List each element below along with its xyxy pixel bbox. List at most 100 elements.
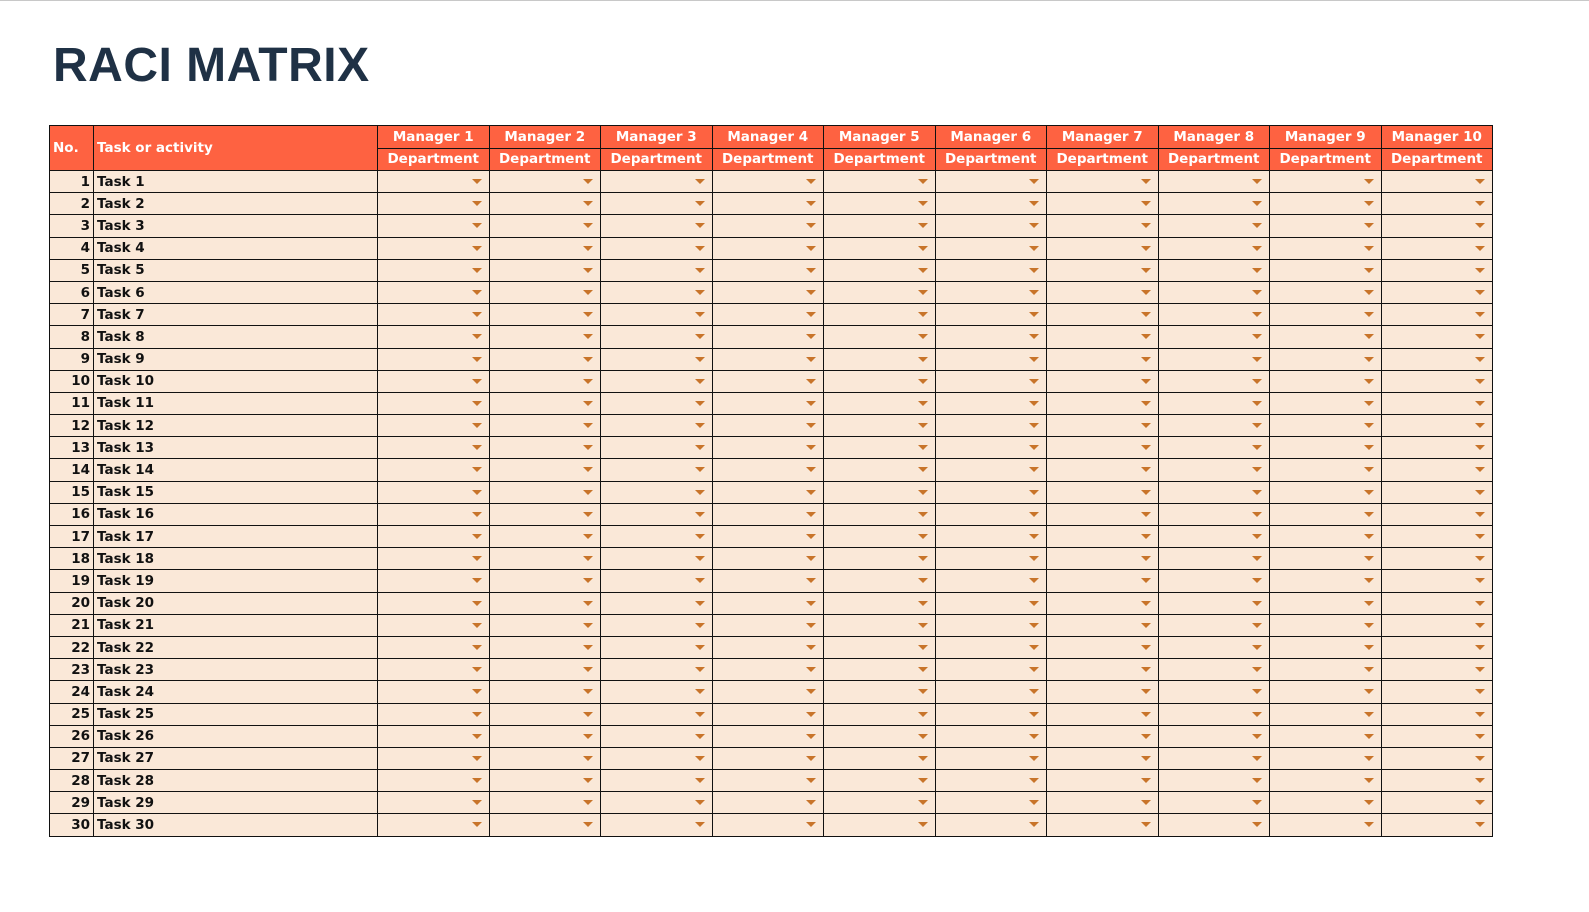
dropdown-arrow-icon[interactable] [694,356,705,362]
raci-dropdown-cell[interactable] [600,502,713,527]
raci-dropdown-cell[interactable] [823,769,936,793]
raci-dropdown-cell[interactable] [1380,280,1493,305]
raci-dropdown-cell[interactable] [1157,280,1270,305]
raci-dropdown-cell[interactable] [823,169,936,194]
raci-dropdown-cell[interactable] [711,746,824,771]
raci-dropdown-cell[interactable] [1269,813,1382,837]
raci-dropdown-cell[interactable] [1269,635,1382,660]
dropdown-arrow-icon[interactable] [806,511,816,517]
dropdown-arrow-icon[interactable] [694,822,705,828]
raci-dropdown-cell[interactable] [1157,303,1270,327]
raci-dropdown-cell[interactable] [823,192,936,216]
raci-dropdown-cell[interactable] [1380,458,1493,482]
dropdown-arrow-icon[interactable] [1475,755,1485,761]
dropdown-arrow-icon[interactable] [917,489,928,495]
dropdown-arrow-icon[interactable] [1140,800,1151,806]
dropdown-arrow-icon[interactable] [917,622,928,628]
dropdown-arrow-icon[interactable] [694,667,705,673]
raci-dropdown-cell[interactable] [823,613,936,637]
dropdown-arrow-icon[interactable] [1140,534,1151,539]
raci-dropdown-cell[interactable] [1157,702,1270,726]
raci-dropdown-cell[interactable] [823,480,936,504]
raci-dropdown-cell[interactable] [1380,702,1493,726]
dropdown-arrow-icon[interactable] [806,711,816,717]
dropdown-arrow-icon[interactable] [917,356,928,362]
raci-dropdown-cell[interactable] [600,569,713,593]
dropdown-arrow-icon[interactable] [1140,201,1151,207]
raci-dropdown-cell[interactable] [711,702,824,726]
dropdown-arrow-icon[interactable] [471,556,482,562]
task-name[interactable]: Task 22 [93,635,378,660]
task-name[interactable]: Task 17 [93,524,378,549]
dropdown-arrow-icon[interactable] [1140,489,1151,495]
dropdown-arrow-icon[interactable] [583,378,593,384]
dropdown-arrow-icon[interactable] [1140,400,1151,406]
task-name[interactable]: Task 15 [93,480,378,504]
raci-dropdown-cell[interactable] [1269,547,1382,571]
dropdown-arrow-icon[interactable] [694,467,705,473]
dropdown-arrow-icon[interactable] [917,334,928,340]
raci-dropdown-cell[interactable] [1269,169,1382,194]
raci-dropdown-cell[interactable] [1157,480,1270,504]
dropdown-arrow-icon[interactable] [694,534,705,539]
dropdown-arrow-icon[interactable] [583,267,593,273]
raci-dropdown-cell[interactable] [1046,436,1159,460]
raci-dropdown-cell[interactable] [823,746,936,771]
raci-dropdown-cell[interactable] [711,347,824,371]
dropdown-arrow-icon[interactable] [694,179,705,184]
raci-dropdown-cell[interactable] [1157,414,1270,438]
dropdown-arrow-icon[interactable] [694,600,705,606]
dropdown-arrow-icon[interactable] [583,667,593,673]
dropdown-arrow-icon[interactable] [471,423,482,429]
raci-dropdown-cell[interactable] [1046,569,1159,593]
dropdown-arrow-icon[interactable] [1029,755,1039,761]
dropdown-arrow-icon[interactable] [1363,667,1374,673]
raci-dropdown-cell[interactable] [711,303,824,327]
dropdown-arrow-icon[interactable] [471,334,482,340]
raci-dropdown-cell[interactable] [1157,591,1270,615]
raci-dropdown-cell[interactable] [934,236,1047,260]
raci-dropdown-cell[interactable] [600,658,713,682]
dropdown-arrow-icon[interactable] [1363,423,1374,429]
dropdown-arrow-icon[interactable] [806,489,816,495]
dropdown-arrow-icon[interactable] [583,778,593,784]
raci-dropdown-cell[interactable] [1380,369,1493,393]
raci-dropdown-cell[interactable] [1380,192,1493,216]
raci-dropdown-cell[interactable] [1046,480,1159,504]
raci-dropdown-cell[interactable] [600,613,713,637]
task-name[interactable]: Task 16 [93,502,378,527]
raci-dropdown-cell[interactable] [1046,458,1159,482]
raci-dropdown-cell[interactable] [711,458,824,482]
task-name[interactable]: Task 19 [93,569,378,593]
raci-dropdown-cell[interactable] [1046,214,1159,238]
raci-dropdown-cell[interactable] [711,192,824,216]
raci-dropdown-cell[interactable] [488,280,601,305]
dropdown-arrow-icon[interactable] [1029,267,1039,273]
dropdown-arrow-icon[interactable] [1363,755,1374,761]
dropdown-arrow-icon[interactable] [1029,467,1039,473]
dropdown-arrow-icon[interactable] [917,556,928,562]
raci-dropdown-cell[interactable] [377,724,490,748]
task-name[interactable]: Task 12 [93,414,378,438]
raci-dropdown-cell[interactable] [823,591,936,615]
raci-dropdown-cell[interactable] [1046,236,1159,260]
dropdown-arrow-icon[interactable] [1140,755,1151,761]
dropdown-arrow-icon[interactable] [1140,578,1151,584]
raci-dropdown-cell[interactable] [600,347,713,371]
raci-dropdown-cell[interactable] [823,502,936,527]
dropdown-arrow-icon[interactable] [1029,711,1039,717]
raci-dropdown-cell[interactable] [1380,591,1493,615]
raci-dropdown-cell[interactable] [1269,658,1382,682]
raci-dropdown-cell[interactable] [377,436,490,460]
dropdown-arrow-icon[interactable] [1140,600,1151,606]
raci-dropdown-cell[interactable] [488,391,601,416]
raci-dropdown-cell[interactable] [600,391,713,416]
raci-dropdown-cell[interactable] [377,192,490,216]
raci-dropdown-cell[interactable] [1157,192,1270,216]
raci-dropdown-cell[interactable] [377,214,490,238]
raci-dropdown-cell[interactable] [488,347,601,371]
raci-dropdown-cell[interactable] [711,524,824,549]
raci-dropdown-cell[interactable] [823,258,936,282]
raci-dropdown-cell[interactable] [711,414,824,438]
dropdown-arrow-icon[interactable] [471,578,482,584]
